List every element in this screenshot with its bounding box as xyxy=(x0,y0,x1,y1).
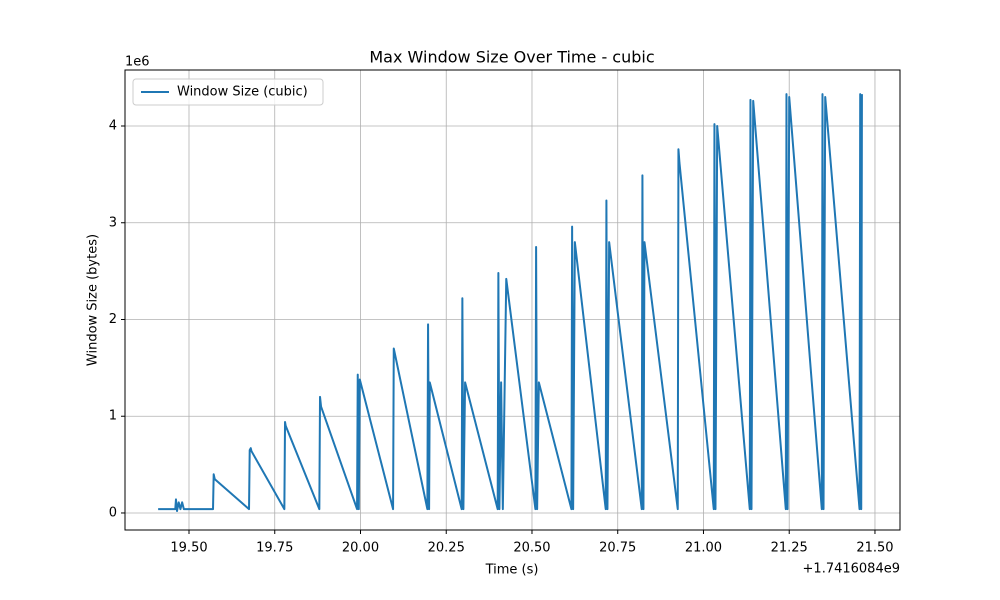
y-tick-label: 3 xyxy=(109,215,117,230)
legend-label: Window Size (cubic) xyxy=(177,85,308,100)
x-tick-label: 21.50 xyxy=(856,541,893,556)
y-tick-label: 1 xyxy=(109,409,117,424)
x-tick-label: 19.75 xyxy=(256,541,293,556)
y-offset-label: 1e6 xyxy=(125,55,150,70)
y-tick-label: 2 xyxy=(109,312,117,327)
plot-frame xyxy=(124,69,901,531)
x-tick-label: 20.75 xyxy=(599,541,636,556)
x-tick-label: 20.50 xyxy=(513,541,550,556)
x-tick-label: 19.50 xyxy=(170,541,207,556)
y-axis-label: Window Size (bytes) xyxy=(86,234,101,366)
chart-title: Max Window Size Over Time - cubic xyxy=(369,48,654,67)
y-tick-label: 0 xyxy=(109,505,117,520)
y-tick-label: 4 xyxy=(109,119,117,134)
x-tick-label: 20.00 xyxy=(342,541,379,556)
x-offset-label: +1.7416084e9 xyxy=(803,562,900,577)
x-tick-label: 21.25 xyxy=(771,541,808,556)
data-line xyxy=(158,93,863,513)
x-axis-label: Time (s) xyxy=(485,563,539,578)
legend-box xyxy=(132,78,324,106)
x-tick-label: 21.00 xyxy=(685,541,722,556)
x-tick-label: 20.25 xyxy=(428,541,465,556)
